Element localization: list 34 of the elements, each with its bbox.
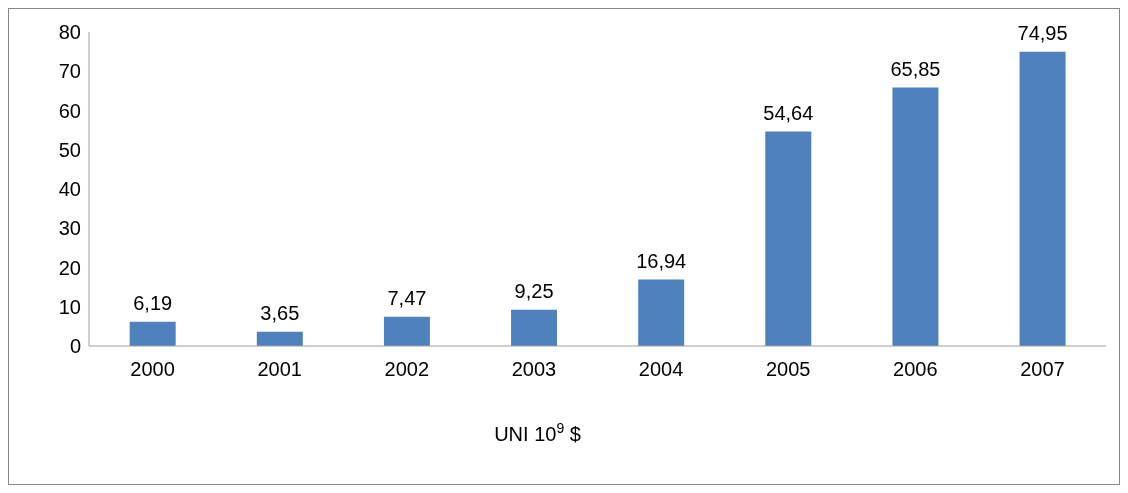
x-tick-label: 2000 (130, 358, 175, 381)
y-tick-label: 70 (58, 60, 81, 83)
y-tick-label: 10 (58, 295, 81, 318)
data-label: 74,95 (1017, 21, 1068, 44)
bar (256, 331, 303, 346)
y-tick-label: 50 (58, 138, 81, 161)
data-label: 7,47 (387, 286, 427, 309)
data-label: 54,64 (763, 101, 814, 124)
bar (511, 309, 558, 346)
data-label: 16,94 (636, 249, 687, 272)
data-label: 6,19 (133, 291, 173, 314)
y-tick-label: 0 (69, 335, 81, 358)
bar (765, 131, 812, 346)
y-tick-label: 30 (58, 217, 81, 240)
x-tick-label: 2006 (893, 358, 938, 381)
y-tick-label: 80 (58, 21, 81, 44)
bar (892, 87, 939, 346)
data-label: 65,85 (890, 57, 941, 80)
y-tick-label: 40 (58, 178, 81, 201)
bar (129, 321, 176, 346)
data-label: 9,25 (514, 279, 554, 302)
bar (383, 316, 430, 346)
x-tick-label: 2001 (257, 358, 302, 381)
x-tick-label: 2004 (638, 358, 684, 381)
y-tick-label: 60 (58, 99, 81, 122)
x-tick-label: 2003 (511, 358, 557, 381)
y-tick-label: 20 (58, 256, 81, 279)
bar (638, 279, 685, 346)
data-label: 3,65 (260, 301, 300, 324)
x-tick-label: 2005 (765, 358, 811, 381)
x-axis-title: UNI 10$^{9}$ $ (494, 420, 581, 445)
x-tick-label: 2002 (384, 358, 430, 381)
bar (1019, 51, 1066, 346)
x-tick-label: 2007 (1020, 358, 1065, 381)
